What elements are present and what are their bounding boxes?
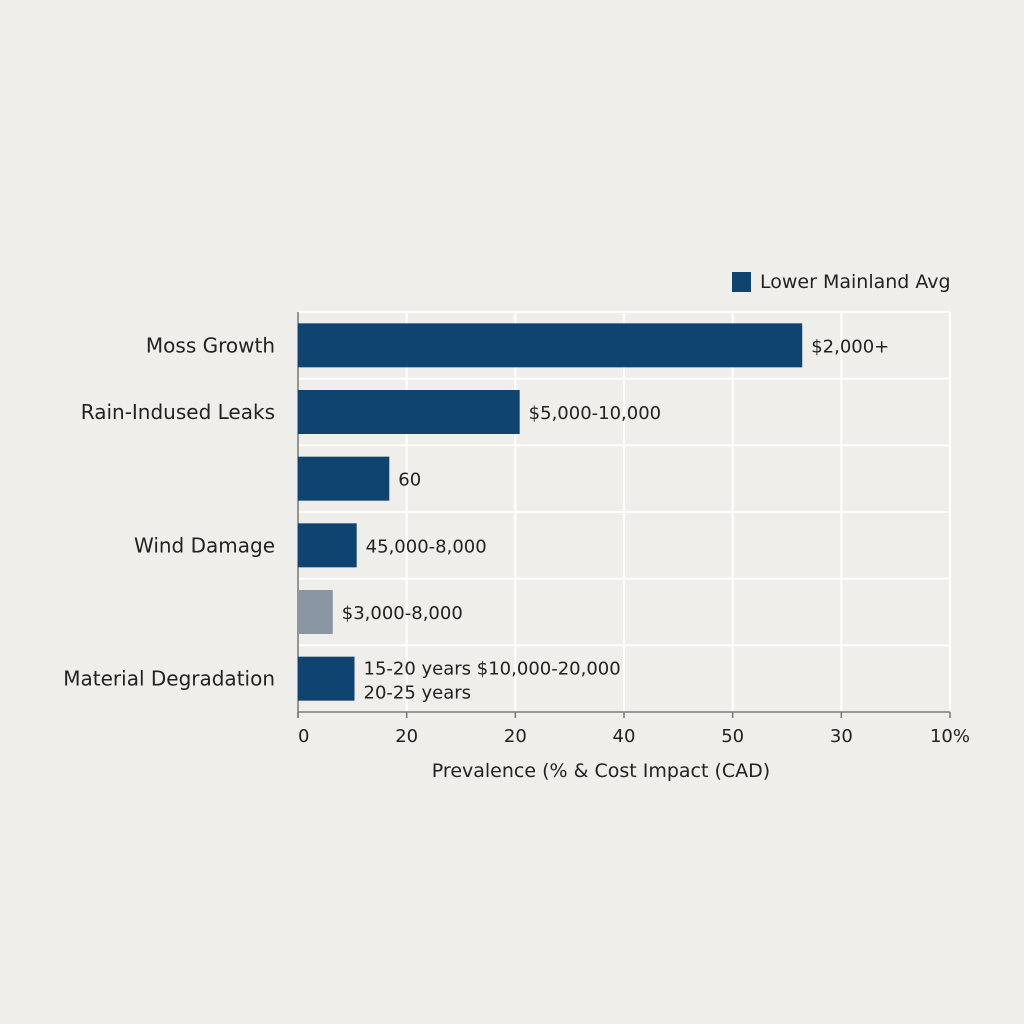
data-label: 15-20 years $10,000-20,000 [364,659,621,680]
category-label: Material Degradation [63,667,275,691]
data-label: 60 [398,470,421,491]
x-tick-label: 0 [298,726,309,747]
x-tick-label: 40 [613,726,636,747]
data-label: $2,000+ [811,336,889,357]
category-label: Rain-Indused Leaks [81,400,275,424]
bar [298,323,803,368]
category-label: Moss Growth [146,333,275,357]
data-label: 45,000-8,000 [366,536,487,557]
bar [298,390,520,434]
legend-label: Lower Mainland Avg [760,271,951,293]
x-tick-label: 50 [721,726,744,747]
x-tick-label: 10% [930,726,970,747]
bar [298,523,357,568]
legend-swatch [732,272,751,292]
x-tick-label: 20 [395,726,418,747]
data-label: $3,000-8,000 [342,603,463,624]
data-label: $5,000-10,000 [529,403,661,424]
x-tick-label: 20 [504,726,527,747]
data-label: 20-25 years [364,683,472,704]
x-axis-label: Prevalence (% & Cost Impact (CAD) [432,760,770,782]
x-tick-label: 30 [830,726,853,747]
bar [298,590,333,634]
bar [298,456,390,501]
bar [298,656,355,701]
category-label: Wind Damage [134,533,275,557]
